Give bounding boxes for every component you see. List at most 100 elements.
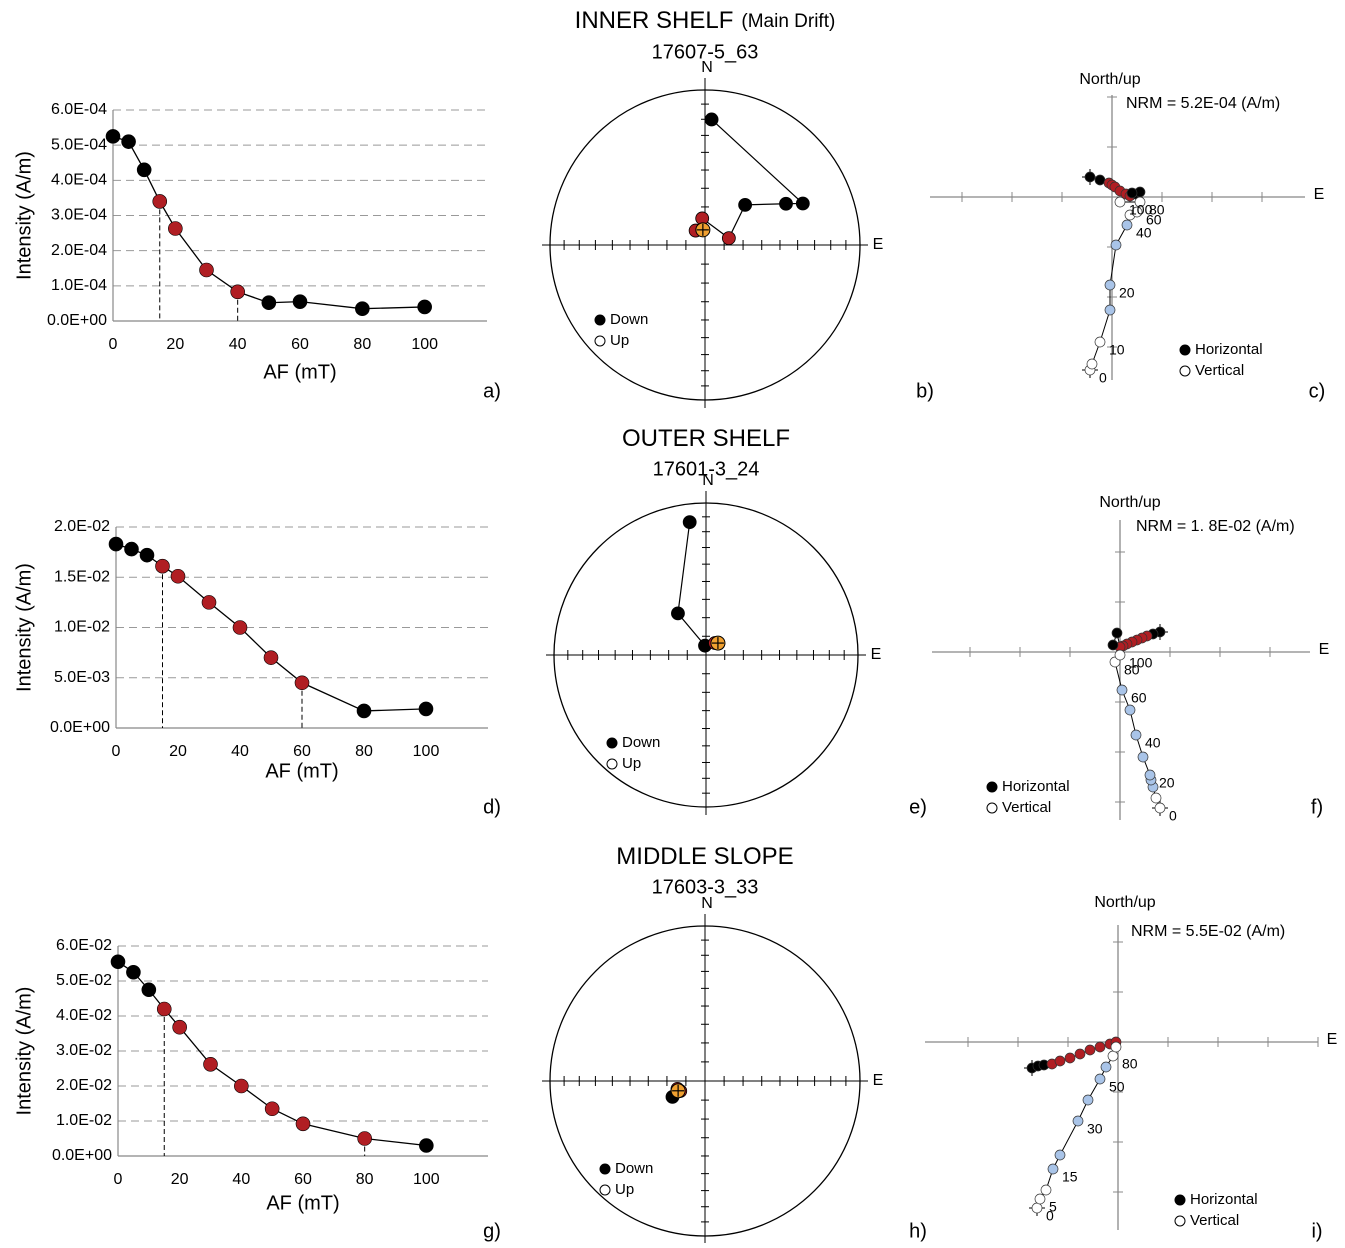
x-tick-label: 40 <box>232 1171 250 1188</box>
panel-label: f) <box>1311 796 1323 818</box>
path-line <box>695 119 805 240</box>
y-tick-label: 4.0E-02 <box>56 1007 112 1024</box>
x-axis-label: AF (mT) <box>266 1192 339 1214</box>
step-label: 40 <box>1145 735 1161 751</box>
y-axis-label: Intensity (A/m) <box>13 987 35 1116</box>
demag-point <box>1086 358 1098 370</box>
demag-point <box>1094 336 1106 348</box>
demag-point <box>1114 196 1126 208</box>
x-axis-label: E <box>1319 641 1330 658</box>
legend-marker <box>594 314 606 326</box>
legend-label: Up <box>622 755 641 772</box>
legend-label: Up <box>615 1181 634 1198</box>
north-label: N <box>702 472 714 489</box>
step-label: 0 <box>1046 1208 1054 1224</box>
demag-point <box>1094 174 1106 186</box>
panel-label: a) <box>483 380 501 402</box>
y-tick-label: 3.0E-04 <box>51 207 107 224</box>
panel-label: c) <box>1309 380 1326 402</box>
direction-point <box>738 197 753 212</box>
north-label: N <box>701 895 713 912</box>
x-tick-label: 0 <box>109 336 118 353</box>
direction-point <box>682 515 697 530</box>
path-line <box>677 522 719 647</box>
legend-label: Up <box>610 332 629 349</box>
demag-point <box>1104 304 1116 316</box>
demag-point <box>1094 1041 1106 1053</box>
direction-point <box>779 196 793 211</box>
panel-label: d) <box>483 796 501 818</box>
x-tick-label: 40 <box>231 743 249 760</box>
demag-point <box>1084 171 1096 183</box>
demag-point <box>1100 1061 1112 1073</box>
demag-point <box>1094 1073 1106 1085</box>
y-tick-label: 2.0E-04 <box>51 242 107 259</box>
y-axis-label: North/up <box>1099 494 1160 511</box>
chart-title: INNER SHELF (Main Drift) <box>575 7 836 34</box>
chart-title: OUTER SHELF <box>622 425 790 452</box>
y-tick-label: 1.0E-04 <box>51 277 107 294</box>
y-axis-label: North/up <box>1079 71 1140 88</box>
panel-label: g) <box>483 1220 501 1242</box>
demag-point <box>1034 1193 1046 1205</box>
x-tick-label: 80 <box>355 743 373 760</box>
y-tick-label: 3.0E-02 <box>56 1042 112 1059</box>
y-tick-label: 1.0E-02 <box>56 1112 112 1129</box>
data-point <box>155 558 170 574</box>
demag-point <box>1064 1052 1076 1064</box>
y-tick-label: 4.0E-04 <box>51 172 107 189</box>
data-point <box>261 295 277 311</box>
title-text: INNER SHELF <box>575 7 734 34</box>
legend-label: Horizontal <box>1195 341 1263 358</box>
demag-point <box>1154 802 1166 814</box>
demag-point <box>1124 704 1136 716</box>
demag-point <box>1040 1184 1052 1196</box>
legend-label: Horizontal <box>1002 778 1070 795</box>
demag-point <box>1144 769 1156 781</box>
data-point <box>419 1138 434 1153</box>
step-label: 20 <box>1159 775 1175 791</box>
demag-point <box>1116 684 1128 696</box>
data-point <box>170 568 186 584</box>
x-axis-label: AF (mT) <box>265 760 338 782</box>
x-axis-label: AF (mT) <box>263 361 336 383</box>
legend-marker <box>599 1163 611 1175</box>
demag-point <box>1111 627 1123 639</box>
panel-label: h) <box>909 1220 927 1242</box>
data-point <box>203 1057 218 1072</box>
legend-marker <box>986 781 998 793</box>
nrm-annotation: NRM = 5.2E-04 (A/m) <box>1126 95 1280 112</box>
y-tick-label: 0.0E+00 <box>47 312 107 329</box>
legend-marker <box>986 802 998 814</box>
data-point <box>232 620 248 635</box>
legend-label: Horizontal <box>1190 1191 1258 1208</box>
legend-label: Down <box>615 1160 653 1177</box>
data-point <box>357 1131 372 1146</box>
direction-point <box>671 606 685 621</box>
y-tick-label: 6.0E-04 <box>51 101 107 118</box>
x-tick-label: 60 <box>293 743 311 760</box>
demag-point <box>1104 279 1116 291</box>
data-point <box>234 1078 249 1094</box>
data-point <box>126 964 141 980</box>
data-point <box>156 1001 172 1017</box>
y-tick-label: 0.0E+00 <box>52 1147 112 1164</box>
data-point <box>263 650 279 665</box>
legend-marker <box>599 1184 611 1196</box>
demag-point <box>1126 187 1138 199</box>
direction-point <box>795 196 810 211</box>
panel-label: e) <box>909 796 927 818</box>
x-axis-label: E <box>1327 1031 1338 1048</box>
y-tick-label: 2.0E-02 <box>54 518 110 535</box>
data-point <box>356 703 372 719</box>
demag-point <box>1084 1044 1096 1056</box>
demag-point <box>1107 639 1119 651</box>
x-tick-label: 100 <box>413 1171 440 1188</box>
x-tick-label: 100 <box>411 336 438 353</box>
demag-point <box>1131 206 1143 218</box>
east-label: E <box>873 236 884 253</box>
y-tick-label: 1.0E-02 <box>54 619 110 636</box>
x-tick-label: 0 <box>114 1171 123 1188</box>
